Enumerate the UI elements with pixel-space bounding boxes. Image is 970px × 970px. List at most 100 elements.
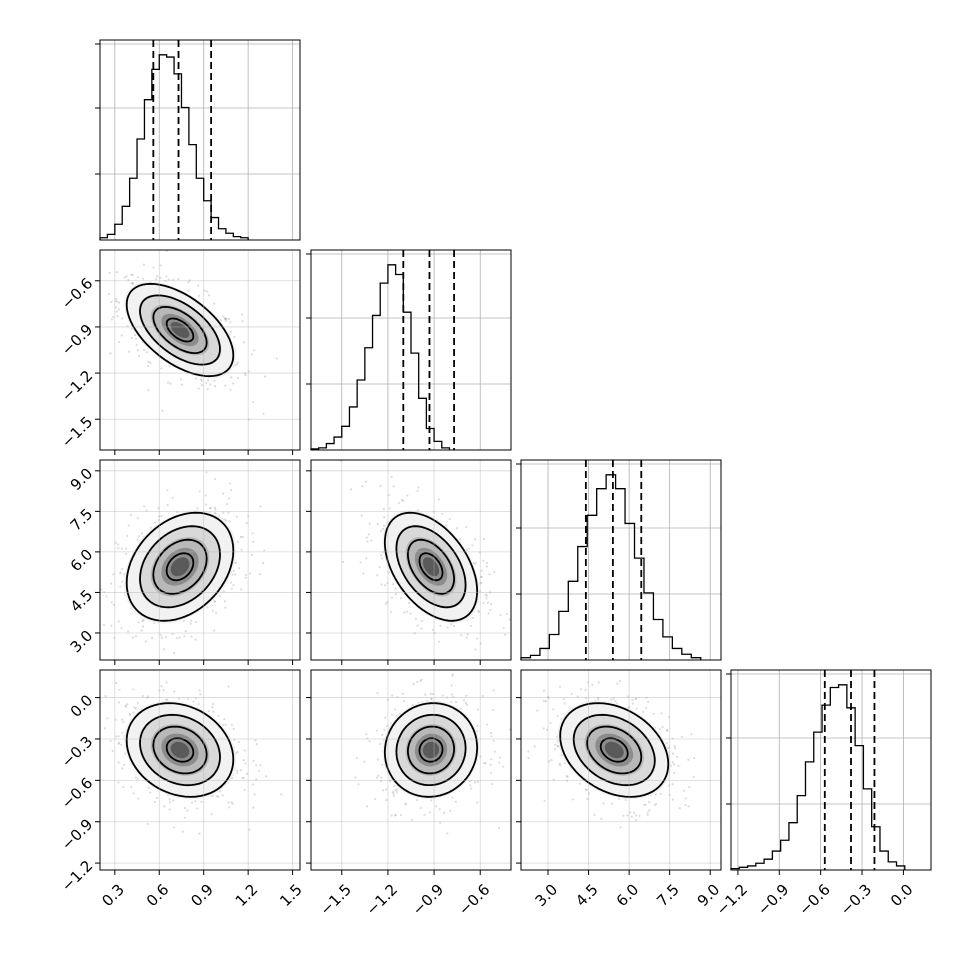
contour-line [395, 714, 467, 786]
sample-point [385, 798, 388, 802]
sample-point [218, 594, 222, 597]
sample-point [635, 814, 638, 817]
sample-point [445, 524, 448, 527]
sample-point [635, 697, 638, 700]
sample-point [206, 379, 210, 382]
sample-point [132, 688, 135, 691]
sample-point [230, 587, 233, 590]
sample-point [109, 352, 112, 355]
sample-point [209, 383, 212, 386]
sample-point [492, 708, 495, 712]
sample-point [476, 780, 479, 783]
sample-point [646, 813, 649, 817]
sample-point [138, 354, 141, 358]
sample-point [117, 742, 120, 745]
sample-point [653, 803, 656, 807]
sample-point [390, 713, 394, 716]
contour-line [418, 552, 444, 582]
sample-point [159, 276, 162, 279]
y-tick-label: −0.9 [58, 321, 96, 359]
sample-point [227, 317, 231, 320]
sample-point [213, 511, 217, 515]
sample-point [117, 301, 121, 304]
sample-point [135, 343, 138, 346]
sample-point [280, 793, 283, 796]
sample-point [154, 521, 157, 524]
sample-point [392, 794, 396, 797]
sample-point [255, 764, 258, 767]
sample-point [103, 727, 106, 730]
sample-point [258, 573, 262, 576]
sample-point [416, 509, 420, 512]
sample-point [160, 367, 163, 370]
sample-point [430, 698, 433, 701]
sample-point [673, 763, 676, 766]
sample-point [480, 575, 483, 579]
sample-point [131, 282, 134, 285]
sample-point [115, 735, 118, 738]
sample-point [160, 636, 163, 639]
sample-point [464, 701, 467, 705]
panel-frame [99, 459, 301, 661]
sample-point [378, 742, 382, 746]
hist-panel-1 [306, 249, 512, 451]
sample-point [207, 710, 211, 713]
sample-point [391, 790, 394, 794]
sample-point [376, 692, 379, 695]
sample-point [380, 583, 383, 586]
sample-point [240, 548, 243, 551]
sample-point [213, 600, 216, 603]
sample-point [213, 379, 216, 382]
sample-point [612, 697, 615, 700]
sample-point [100, 588, 103, 591]
sample-point [117, 781, 120, 784]
sample-point [416, 489, 419, 492]
sample-point [143, 505, 146, 508]
sample-point [489, 602, 493, 605]
sample-point [222, 723, 225, 727]
sample-point [492, 739, 495, 742]
sample-point [155, 278, 158, 281]
sample-point [441, 512, 444, 516]
sample-point [179, 378, 183, 381]
sample-point [227, 801, 230, 804]
sample-point [190, 635, 193, 638]
sample-point [644, 706, 648, 710]
sample-point [235, 771, 239, 775]
sample-point [231, 573, 234, 576]
sample-point [571, 798, 574, 801]
x-tick-label: 4.5 [572, 880, 602, 910]
sample-point [423, 813, 426, 817]
sample-point [162, 648, 165, 651]
sample-point [117, 543, 120, 546]
sample-point [127, 350, 131, 353]
sample-point [480, 575, 483, 578]
contour-line [125, 702, 235, 798]
contour-line [139, 525, 221, 609]
sample-point [476, 708, 480, 711]
sample-point [617, 797, 621, 801]
sample-point [159, 264, 162, 267]
sample-point [465, 525, 468, 529]
sample-point [643, 803, 646, 806]
sample-point [357, 783, 360, 786]
sample-point [210, 813, 213, 816]
sample-point [395, 788, 398, 791]
sample-point [225, 317, 228, 320]
sample-point [548, 760, 551, 763]
sample-point [252, 806, 255, 809]
contour-line [152, 305, 208, 355]
sample-point [558, 762, 561, 765]
sample-point [213, 506, 216, 509]
sample-point [149, 791, 152, 794]
y-tick-label: 6.0 [67, 546, 97, 576]
sample-point [381, 763, 384, 766]
sample-point [499, 613, 502, 617]
sample-point [121, 580, 124, 583]
sample-point [200, 379, 204, 382]
y-tick-label: −0.9 [58, 815, 96, 853]
sample-point [204, 494, 207, 497]
sample-point [365, 732, 368, 736]
sample-point [610, 698, 613, 701]
sample-point [476, 730, 479, 733]
